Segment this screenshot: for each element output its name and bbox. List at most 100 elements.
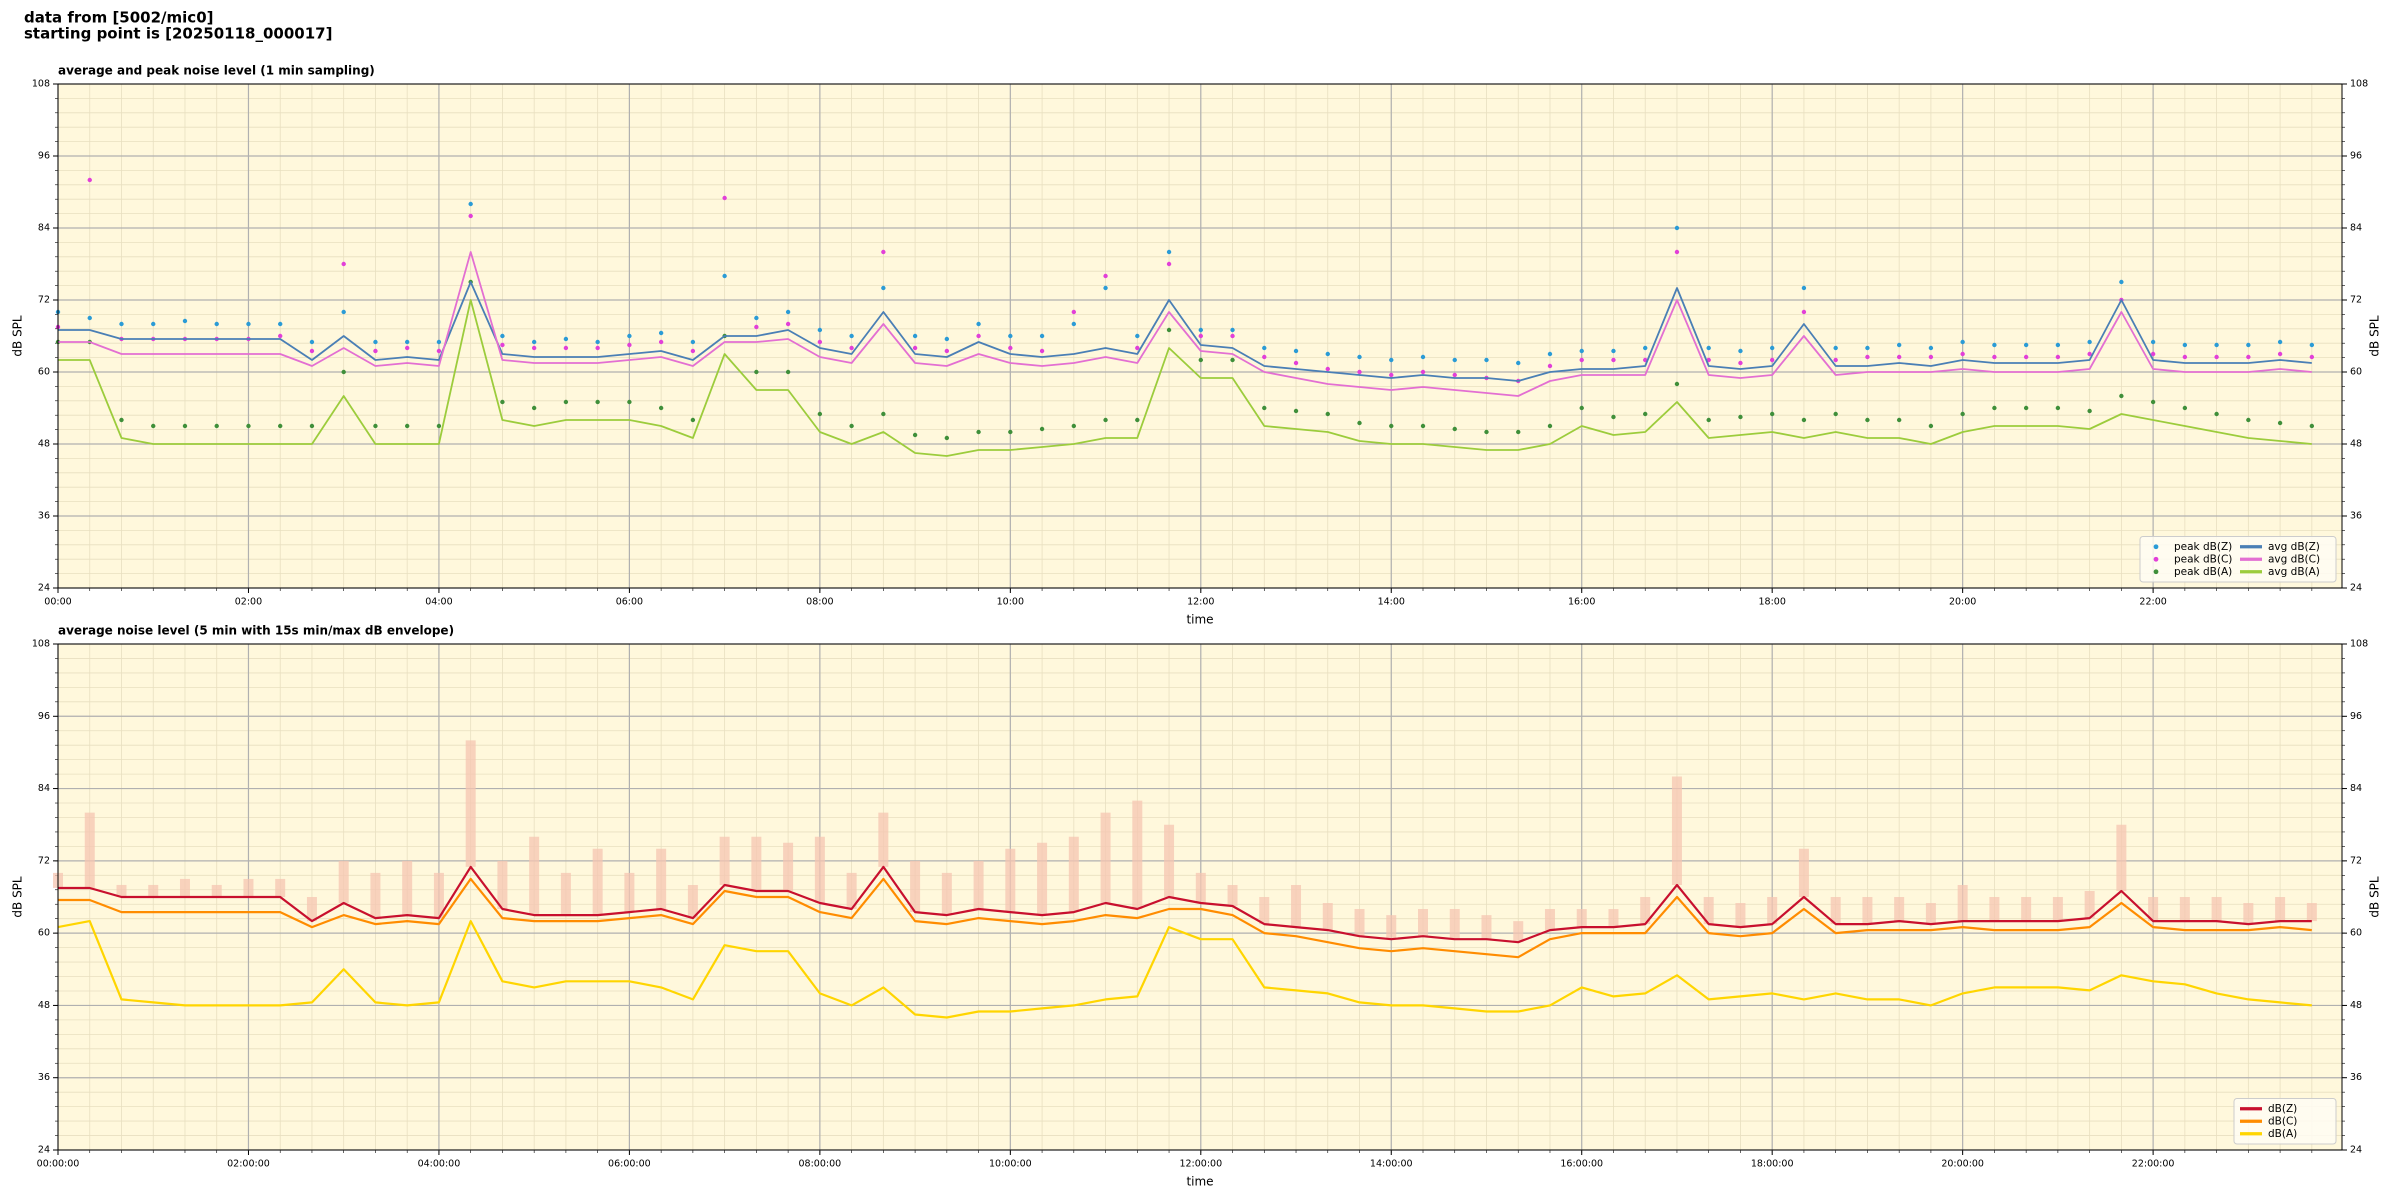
- legend-marker: [2153, 544, 2159, 550]
- peak-point: [1325, 411, 1330, 417]
- peak-point: [1484, 429, 1489, 435]
- y-tick-label: 96: [38, 151, 50, 162]
- peak-point: [976, 429, 981, 435]
- y2-tick-label: 96: [2350, 711, 2362, 722]
- peak-point: [1325, 351, 1330, 357]
- peak-point: [1865, 354, 1870, 360]
- peak-point: [1928, 423, 1934, 429]
- legend-label: dB(A): [2268, 1128, 2297, 1140]
- series-line: [58, 877, 2312, 959]
- peak-point: [468, 213, 473, 219]
- peak-point: [881, 411, 886, 417]
- peak-point: [785, 309, 791, 315]
- y2-tick-label: 108: [2350, 79, 2368, 90]
- x-tick-label: 20:00: [1949, 597, 1976, 608]
- peak-point: [785, 321, 791, 327]
- y-tick-label: 24: [38, 583, 50, 594]
- peak-point: [341, 309, 346, 315]
- peak-point: [1516, 360, 1521, 366]
- peak-point: [2119, 393, 2124, 399]
- peak-point: [1262, 405, 1267, 411]
- peak-point: [658, 339, 664, 345]
- peak-point: [500, 333, 505, 339]
- y-axis-label: dB SPL: [11, 876, 25, 918]
- peak-point: [1230, 357, 1235, 363]
- peak-point: [87, 177, 92, 183]
- peak-point: [912, 345, 918, 351]
- y-axis-label: dB SPL: [11, 315, 25, 357]
- y2-axis-label: dB SPL: [2368, 315, 2382, 357]
- peak-point: [404, 339, 410, 345]
- series-line: [58, 251, 2312, 397]
- peak-point: [2055, 405, 2061, 411]
- peak-point: [1325, 366, 1330, 372]
- peak-point: [1738, 414, 1743, 420]
- y-tick-label: 24: [38, 1145, 50, 1156]
- peak-point: [1420, 354, 1426, 360]
- peak-point: [912, 432, 918, 438]
- y-tick-label: 72: [38, 295, 50, 306]
- peak-point: [1896, 417, 1902, 423]
- peak-point: [563, 345, 569, 351]
- peak-point: [2182, 405, 2188, 411]
- peak-point: [1389, 423, 1394, 429]
- peak-point: [373, 348, 378, 354]
- peak-point: [87, 315, 92, 321]
- peak-point: [976, 321, 981, 327]
- peak-point: [849, 333, 854, 339]
- peak-point: [2277, 420, 2283, 426]
- peak-point: [2182, 354, 2188, 360]
- peak-point: [1738, 348, 1743, 354]
- peak-point: [2150, 351, 2156, 357]
- peak-point: [1865, 345, 1870, 351]
- peak-point: [1452, 372, 1457, 378]
- peak-point: [500, 342, 505, 348]
- peak-point: [1738, 360, 1743, 366]
- peak-point: [2087, 351, 2092, 357]
- peak-point: [690, 417, 696, 423]
- plot-frame: [57, 83, 2343, 589]
- peak-point: [1611, 348, 1616, 354]
- peak-point: [214, 321, 219, 327]
- y2-tick-label: 72: [2350, 855, 2362, 866]
- peak-point: [1166, 327, 1172, 333]
- peak-point: [2087, 339, 2092, 345]
- x-tick-label: 14:00:00: [1370, 1159, 1413, 1170]
- peak-point: [1801, 417, 1807, 423]
- peak-point: [246, 423, 251, 429]
- y2-tick-label: 24: [2350, 1145, 2362, 1156]
- x-tick-label: 12:00: [1187, 597, 1214, 608]
- peak-point: [2214, 342, 2219, 348]
- y-tick-label: 60: [38, 928, 50, 939]
- peak-point: [1674, 249, 1680, 255]
- y2-tick-label: 60: [2350, 928, 2362, 939]
- header-start: starting point is [20250118_000017]: [24, 25, 332, 43]
- peak-point: [1420, 423, 1426, 429]
- peak-point: [627, 399, 632, 405]
- y-tick-label: 36: [38, 1072, 50, 1083]
- peak-point: [1071, 321, 1077, 327]
- peak-point: [404, 345, 410, 351]
- peak-point: [2087, 408, 2092, 414]
- peak-point: [1579, 348, 1584, 354]
- x-tick-label: 20:00:00: [1941, 1159, 1984, 1170]
- x-tick-label: 18:00:00: [1751, 1159, 1794, 1170]
- peak-point: [1357, 420, 1362, 426]
- peak-point: [2309, 354, 2315, 360]
- peak-point: [246, 321, 251, 327]
- peak-point: [1293, 360, 1299, 366]
- peak-point: [1389, 372, 1394, 378]
- peak-point: [1103, 273, 1108, 279]
- peak-point: [722, 273, 727, 279]
- peak-point: [595, 399, 600, 405]
- peak-point: [1769, 411, 1775, 417]
- peak-point: [627, 342, 632, 348]
- y-tick-label: 36: [38, 511, 50, 522]
- series-line: [58, 299, 2312, 457]
- peak-point: [1833, 411, 1838, 417]
- peak-point: [1865, 417, 1870, 423]
- legend-label: avg dB(C): [2268, 553, 2320, 565]
- x-tick-label: 22:00: [2139, 597, 2166, 608]
- x-tick-label: 08:00: [806, 597, 833, 608]
- y-tick-label: 108: [32, 79, 50, 90]
